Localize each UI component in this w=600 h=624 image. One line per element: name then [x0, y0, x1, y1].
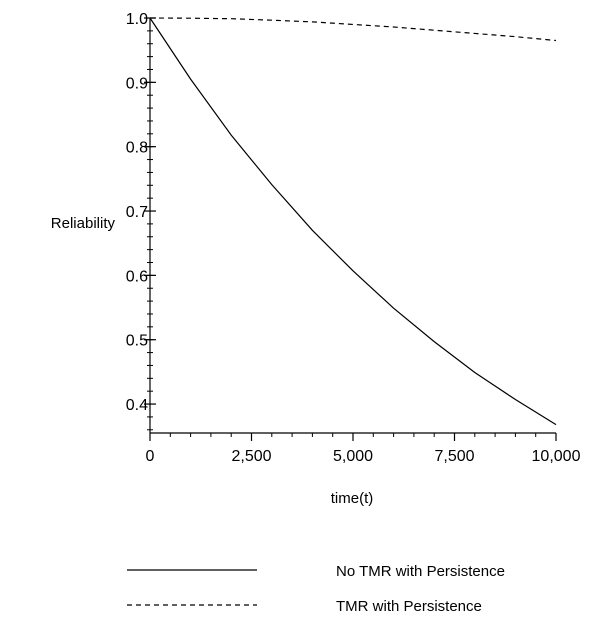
legend-label-no-tmr: No TMR with Persistence	[336, 563, 505, 580]
series-line-tmr	[149, 17, 557, 42]
x-tick-label: 7,500	[434, 448, 474, 465]
y-tick-label: 0.4	[126, 397, 148, 414]
y-tick-label: 0.7	[126, 204, 148, 221]
legend: No TMR with Persistence TMR with Persist…	[127, 563, 505, 615]
plot-area	[149, 17, 557, 426]
y-axis: 0.4 0.5 0.6 0.7 0.8 0.9 1.0	[126, 11, 156, 433]
y-axis-title: Reliability	[51, 215, 116, 232]
y-tick-label: 0.6	[126, 268, 148, 285]
x-tick-label: 2,500	[231, 448, 271, 465]
y-tick-label: 0.5	[126, 333, 148, 350]
x-tick-label: 10,000	[532, 448, 581, 465]
y-tick-label: 0.8	[126, 140, 148, 157]
y-tick-label: 0.9	[126, 75, 148, 92]
x-tick-label: 0	[146, 448, 155, 465]
legend-label-tmr: TMR with Persistence	[336, 598, 482, 615]
y-tick-label: 1.0	[126, 11, 148, 28]
x-axis: 0 2,500 5,000 7,500 10,000	[146, 432, 581, 465]
x-axis-title: time(t)	[331, 490, 374, 507]
series-line-no-tmr	[149, 17, 557, 426]
x-tick-label: 5,000	[333, 448, 373, 465]
